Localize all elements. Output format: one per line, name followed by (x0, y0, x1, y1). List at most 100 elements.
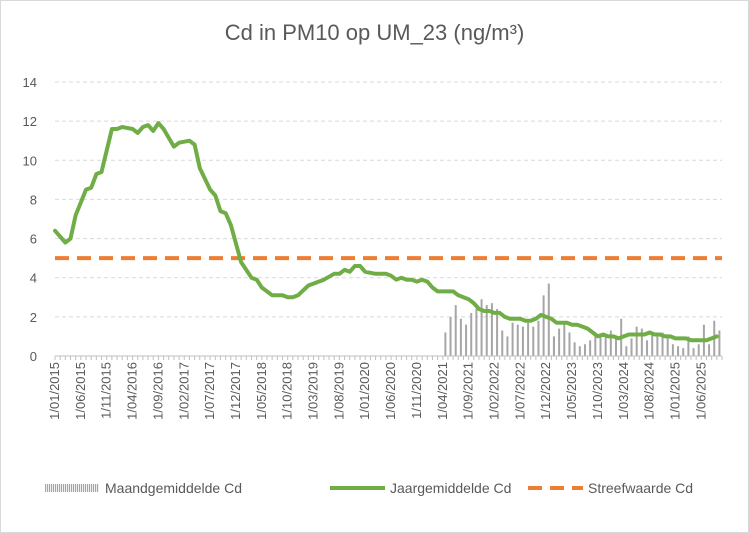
legend-swatch-bar (77, 484, 79, 492)
x-tick-label: 1/06/2015 (73, 362, 88, 420)
x-tick-label: 1/12/2017 (228, 362, 243, 420)
legend-swatch-bar (83, 484, 85, 492)
bar-maandgemiddelde (537, 320, 540, 356)
bar-maandgemiddelde (583, 344, 586, 356)
legend-swatch-bar (89, 484, 91, 492)
y-tick-label: 2 (30, 310, 37, 325)
bar-maandgemiddelde (558, 328, 561, 356)
bar-maandgemiddelde (677, 346, 680, 356)
bar-maandgemiddelde (599, 336, 602, 356)
x-tick-label: 1/11/2020 (409, 362, 424, 419)
bar-maandgemiddelde (609, 330, 612, 356)
bar-maandgemiddelde (708, 344, 711, 356)
bar-maandgemiddelde (568, 332, 571, 356)
legend-swatch-bar (73, 484, 75, 492)
legend-label: Jaargemiddelde Cd (390, 480, 511, 496)
y-tick-label: 14 (23, 75, 37, 90)
legend-swatch-bar (57, 484, 59, 492)
bar-maandgemiddelde (687, 336, 690, 356)
bar-maandgemiddelde (552, 336, 555, 356)
legend-swatch-bar (69, 484, 71, 492)
legend-swatch-bar (93, 484, 95, 492)
legend-swatch-bar (87, 484, 89, 492)
x-tick-label: 1/09/2016 (150, 362, 165, 420)
x-tick-label: 1/09/2021 (461, 362, 476, 420)
bar-maandgemiddelde (454, 305, 457, 356)
legend-swatch-bar (97, 484, 99, 492)
y-tick-label: 6 (30, 232, 37, 247)
x-tick-label: 1/05/2023 (564, 362, 579, 420)
bar-maandgemiddelde (625, 346, 628, 356)
bar-maandgemiddelde (449, 316, 452, 356)
legend-label: Streefwaarde Cd (588, 480, 693, 496)
x-tick-label: 1/07/2022 (512, 362, 527, 420)
bar-maandgemiddelde (516, 324, 519, 356)
bar-maandgemiddelde (527, 322, 530, 356)
x-tick-label: 1/08/2019 (331, 362, 346, 420)
x-tick-label: 1/01/2020 (357, 362, 372, 420)
x-tick-label: 1/02/2017 (176, 362, 191, 420)
legend-swatch-bar (51, 484, 53, 492)
bar-maandgemiddelde (666, 336, 669, 356)
legend-swatch-bar (49, 484, 51, 492)
legend-swatch-bar (63, 484, 65, 492)
bar-maandgemiddelde (542, 295, 545, 356)
bar-maandgemiddelde (656, 336, 659, 356)
legend-swatch-bar (45, 484, 47, 492)
bar-maandgemiddelde (682, 348, 685, 356)
bar-maandgemiddelde (635, 326, 638, 356)
legend-swatch-bar (65, 484, 67, 492)
x-tick-label: 1/10/2018 (280, 362, 295, 420)
bar-maandgemiddelde (692, 348, 695, 356)
bar-maandgemiddelde (640, 328, 643, 356)
y-tick-label: 10 (23, 153, 37, 168)
bar-maandgemiddelde (521, 326, 524, 356)
legend-swatch-bar (47, 484, 49, 492)
x-tick-label: 1/07/2017 (202, 362, 217, 420)
bar-maandgemiddelde (506, 336, 509, 356)
x-tick-label: 1/12/2022 (538, 362, 553, 420)
bar-maandgemiddelde (465, 324, 468, 356)
bar-maandgemiddelde (604, 334, 607, 356)
legend-swatch-bar (53, 484, 55, 492)
legend-swatch-bar (67, 484, 69, 492)
bar-maandgemiddelde (485, 305, 488, 356)
bar-maandgemiddelde (630, 338, 633, 356)
x-tick-label: 1/05/2018 (254, 362, 269, 420)
x-tick-label: 1/04/2021 (435, 362, 450, 420)
bar-maandgemiddelde (697, 344, 700, 356)
bar-maandgemiddelde (671, 344, 674, 356)
bar-maandgemiddelde (459, 318, 462, 356)
bar-maandgemiddelde (661, 332, 664, 356)
legend-swatch-bar (79, 484, 81, 492)
bar-maandgemiddelde (490, 303, 493, 356)
y-tick-label: 12 (23, 114, 37, 129)
x-tick-label: 1/01/2015 (47, 362, 62, 420)
x-tick-label: 1/03/2019 (306, 362, 321, 420)
x-tick-label: 1/06/2020 (383, 362, 398, 420)
bar-maandgemiddelde (511, 322, 514, 356)
bar-maandgemiddelde (470, 312, 473, 356)
x-tick-label: 1/11/2015 (99, 362, 114, 419)
x-tick-label: 1/02/2022 (486, 362, 501, 420)
bar-maandgemiddelde (578, 346, 581, 356)
y-tick-label: 8 (30, 192, 37, 207)
y-tick-label: 0 (30, 349, 37, 364)
x-tick-label: 1/08/2024 (642, 362, 657, 420)
line-jaargemiddelde (53, 121, 719, 343)
chart-title: Cd in PM10 op UM_23 (ng/m³) (224, 20, 525, 45)
legend-swatch-bar (59, 484, 61, 492)
bar-maandgemiddelde (480, 299, 483, 356)
bar-maandgemiddelde (615, 336, 618, 356)
x-tick-label: 1/10/2023 (590, 362, 605, 420)
bar-maandgemiddelde (444, 332, 447, 356)
bar-maandgemiddelde (501, 330, 504, 356)
bar-maandgemiddelde (573, 342, 576, 356)
legend-swatch-bar (55, 484, 57, 492)
legend-swatch-bar (81, 484, 83, 492)
bar-maandgemiddelde (532, 326, 535, 356)
bar-maandgemiddelde (589, 340, 592, 356)
legend-swatch-bar (71, 484, 73, 492)
